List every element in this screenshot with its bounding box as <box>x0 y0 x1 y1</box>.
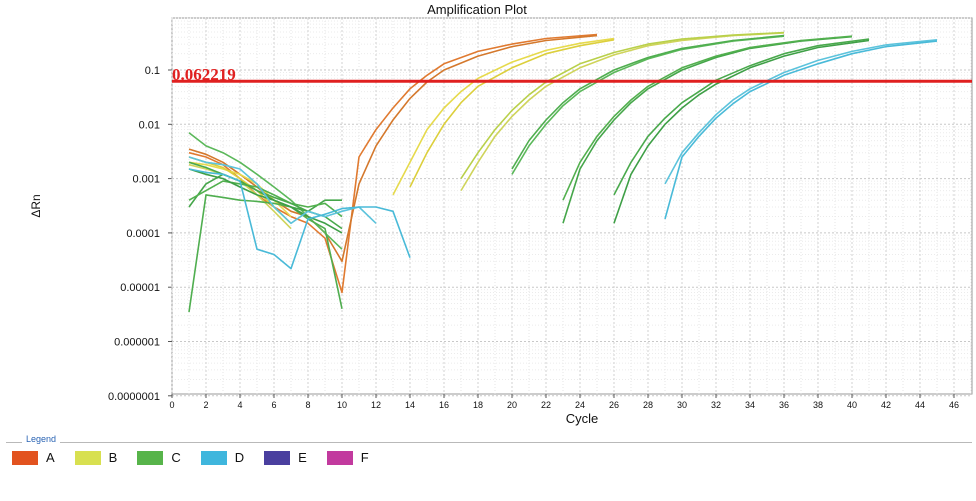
x-axis-tick-labels: 0 2 4 6 8 10 12 14 16 18 20 22 24 26 28 30 32 34 36 38 40 42 4… <box>169 400 959 410</box>
x-tick-label: 44 <box>915 400 925 410</box>
x-tick-label: 22 <box>541 400 551 410</box>
legend-label: B <box>108 450 118 465</box>
legend-item-a[interactable]: A <box>12 450 55 465</box>
x-tick-label: 28 <box>643 400 653 410</box>
x-axis-label: Cycle <box>566 411 599 426</box>
legend-swatch <box>74 450 101 465</box>
legend: Legend A B C D E F <box>6 434 972 498</box>
y-tick-label: 0.00001 <box>120 282 160 294</box>
legend-label: A <box>46 450 55 465</box>
curve-d <box>188 156 377 225</box>
x-tick-label: 16 <box>439 400 449 410</box>
curve-b <box>460 31 785 180</box>
legend-swatch <box>264 450 291 465</box>
y-tick-label: 0.001 <box>132 174 160 186</box>
x-tick-label: 36 <box>779 400 789 410</box>
x-tick-label: 18 <box>473 400 483 410</box>
threshold-value-label: 0.062219 <box>172 65 236 84</box>
y-axis-label: ΔRn <box>29 194 43 217</box>
curve-d <box>664 40 938 220</box>
curve-c <box>188 168 343 234</box>
curve-c <box>613 38 870 196</box>
curve-b <box>460 32 785 192</box>
x-tick-label: 8 <box>305 400 310 410</box>
legend-label: F <box>360 450 369 465</box>
legend-title: Legend <box>22 434 61 444</box>
legend-item-f[interactable]: F <box>326 450 369 465</box>
curve-c <box>511 34 785 170</box>
curve-c <box>188 194 343 313</box>
legend-swatch <box>137 450 164 465</box>
legend-divider <box>6 442 972 443</box>
curve-c <box>188 132 343 250</box>
curve-d <box>664 39 938 185</box>
legend-item-d[interactable]: D <box>200 450 245 465</box>
x-tick-label: 24 <box>575 400 585 410</box>
legend-swatch <box>326 450 353 465</box>
x-tick-label: 0 <box>169 400 174 410</box>
legend-swatch <box>12 450 38 465</box>
x-tick-label: 14 <box>405 400 415 410</box>
legend-item-b[interactable]: B <box>74 450 118 465</box>
x-tick-label: 34 <box>745 400 755 410</box>
y-tick-label: 0.1 <box>145 65 160 77</box>
y-tick-label: 0.01 <box>139 119 160 131</box>
curve-b <box>392 37 615 196</box>
curve-b <box>409 39 615 188</box>
x-tick-label: 10 <box>337 400 347 410</box>
legend-item-c[interactable]: C <box>137 450 181 465</box>
curve-c <box>613 39 870 224</box>
legend-label: D <box>234 450 245 465</box>
amplification-curves <box>188 31 938 313</box>
x-tick-label: 4 <box>237 400 242 410</box>
x-tick-label: 40 <box>847 400 857 410</box>
x-tick-label: 30 <box>677 400 687 410</box>
x-tick-label: 12 <box>371 400 381 410</box>
y-tick-label: 0.0000001 <box>108 391 160 403</box>
y-axis-tick-labels: 0.1 0.01 0.001 0.0001 0.00001 0.000001 0.00000… <box>108 65 160 403</box>
x-tick-label: 26 <box>609 400 619 410</box>
x-tick-label: 46 <box>949 400 959 410</box>
x-tick-label: 38 <box>813 400 823 410</box>
legend-items: A B C D E F <box>12 450 389 465</box>
curve-c <box>188 180 343 218</box>
x-tick-label: 6 <box>271 400 276 410</box>
y-tick-label: 0.0001 <box>126 228 160 240</box>
x-tick-label: 32 <box>711 400 721 410</box>
legend-label: E <box>298 450 307 465</box>
amplification-plot: Amplification Plot 0.1 0.01 0.001 0.0001 0.0… <box>29 2 973 426</box>
legend-label: C <box>171 450 181 465</box>
y-tick-label: 0.000001 <box>114 337 160 349</box>
x-tick-label: 20 <box>507 400 517 410</box>
curve-d <box>188 168 411 270</box>
curve-c <box>562 35 853 201</box>
x-tick-label: 42 <box>881 400 891 410</box>
x-tick-label: 2 <box>203 400 208 410</box>
major-grid <box>168 18 972 398</box>
legend-item-e[interactable]: E <box>264 450 307 465</box>
chart-title: Amplification Plot <box>427 2 527 17</box>
legend-swatch <box>200 450 227 465</box>
